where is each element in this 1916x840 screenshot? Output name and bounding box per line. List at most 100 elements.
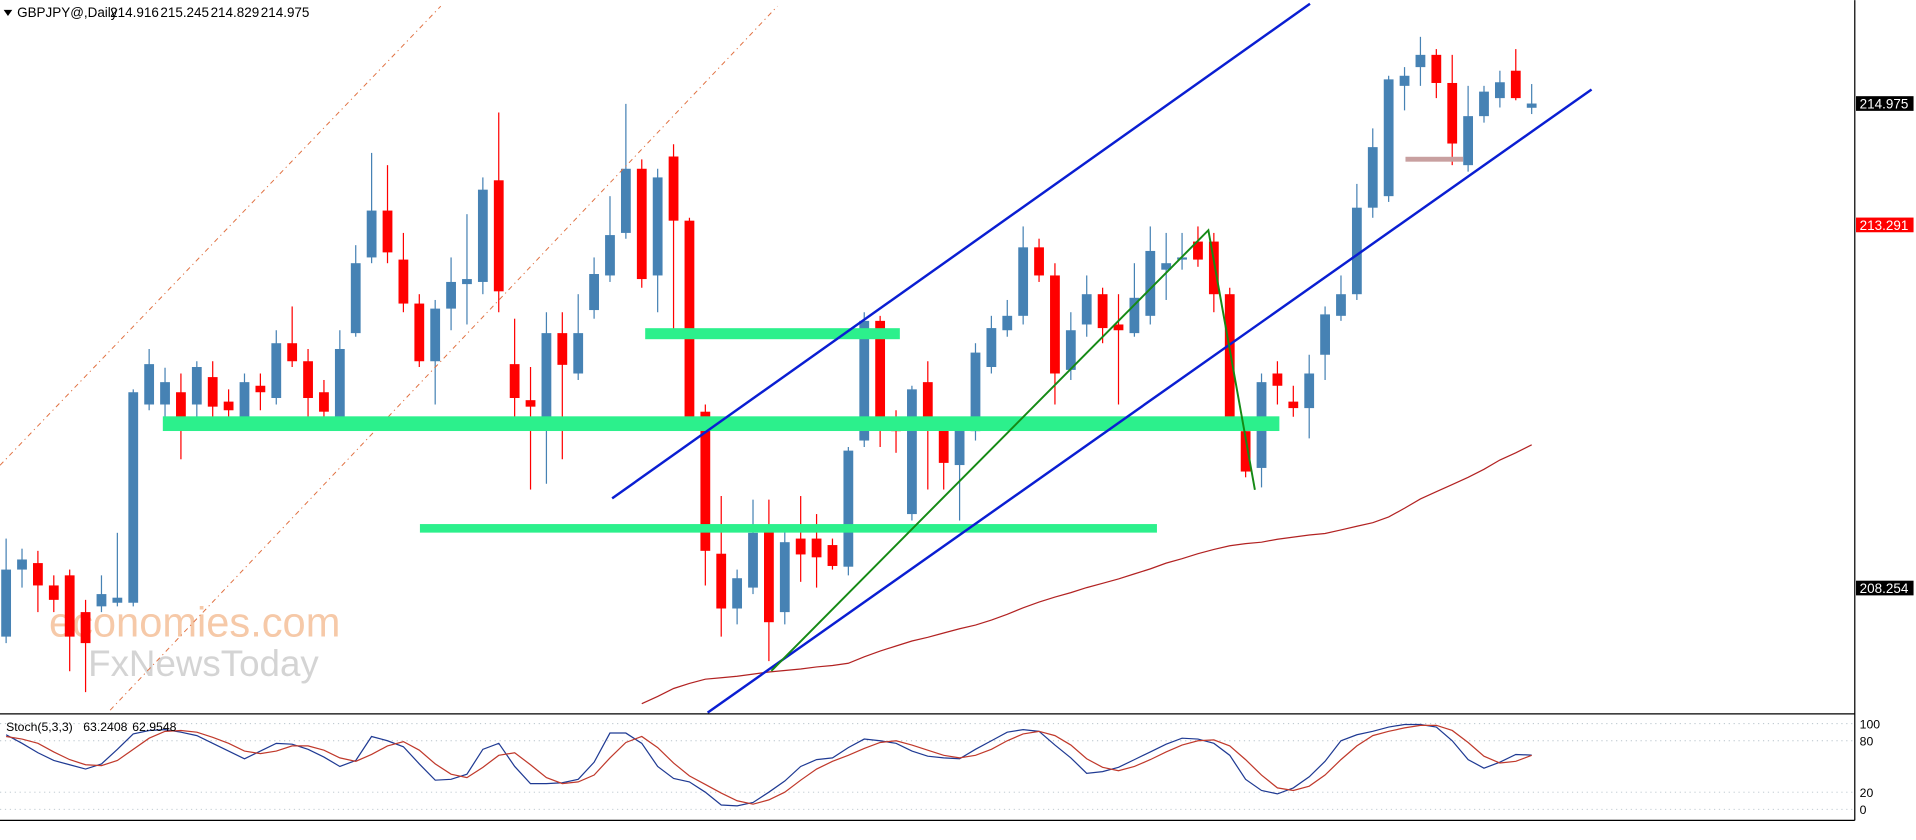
price-box xyxy=(1856,580,1914,596)
candle-body xyxy=(1002,315,1013,331)
header: GBPJPY@,Daily 214.916 215.245 214.829 21… xyxy=(3,5,310,734)
zone xyxy=(419,524,1157,533)
stoch-line xyxy=(6,724,1532,805)
candle-body xyxy=(843,450,854,567)
stoch-line xyxy=(5,723,1532,807)
candle-body xyxy=(1177,257,1187,260)
current-price-label: 214.975 xyxy=(1860,96,1909,111)
candle-body xyxy=(1145,250,1156,316)
candle-body xyxy=(303,361,313,399)
candle-body xyxy=(1240,431,1251,472)
candle-body xyxy=(620,168,631,233)
y-tick-label: 0 xyxy=(1860,803,1867,817)
candle-body xyxy=(986,328,997,368)
candle-body xyxy=(1272,373,1283,386)
candle-body xyxy=(33,563,43,586)
candle-body xyxy=(1479,91,1489,117)
ma-line xyxy=(641,444,1532,705)
candle-body xyxy=(446,281,456,309)
candle-body xyxy=(48,585,59,600)
candle-body xyxy=(1224,294,1235,417)
candle-body xyxy=(334,348,345,417)
candle-body xyxy=(1018,247,1029,316)
candle-body xyxy=(414,303,425,362)
drawings xyxy=(0,2,1593,714)
candle-body xyxy=(700,411,711,551)
y-tick-label: 100 xyxy=(1860,718,1881,732)
candle-body xyxy=(605,235,615,276)
candle-body xyxy=(1526,103,1537,108)
candle-body xyxy=(64,575,75,637)
candle-body xyxy=(1288,401,1299,409)
candle-body xyxy=(255,385,266,393)
indicator-name: Stoch(5,3,3) xyxy=(6,720,73,734)
candle-body xyxy=(350,263,361,334)
candle-body xyxy=(80,612,91,644)
candle-body xyxy=(668,156,679,221)
candle-body xyxy=(477,189,488,282)
candle-body xyxy=(859,320,870,441)
candle-body xyxy=(319,392,329,412)
symbol: GBPJPY@,Daily xyxy=(17,5,118,20)
candle-body xyxy=(907,389,917,515)
candle-body xyxy=(1113,324,1124,331)
channel-line xyxy=(611,2,1311,500)
candle-body xyxy=(1,569,12,637)
candle-body xyxy=(684,220,695,419)
candle-body xyxy=(1208,241,1219,295)
candle-body xyxy=(1081,294,1092,325)
candle-body xyxy=(1367,147,1378,208)
candle-body xyxy=(430,308,441,362)
ohlc-high: 215.245 xyxy=(160,5,209,20)
watermark-text: FxNewsToday xyxy=(88,643,319,684)
candle-body xyxy=(795,538,806,555)
price-box-label: 208.254 xyxy=(1860,581,1909,596)
ohlc-close: 214.975 xyxy=(261,5,310,20)
candle-body xyxy=(160,382,170,405)
current-price-box xyxy=(1856,96,1914,111)
zone xyxy=(1405,156,1464,162)
candle-body xyxy=(509,364,520,399)
stochastic-panel: 0 20 80 100 xyxy=(0,718,1881,817)
zone xyxy=(645,328,900,340)
candle-body xyxy=(1034,247,1044,276)
candle-body xyxy=(96,594,107,607)
candle-body xyxy=(287,343,298,362)
candle-body xyxy=(589,274,599,311)
candle-body xyxy=(493,180,504,292)
candle-body xyxy=(176,392,186,430)
wave-line xyxy=(770,228,1256,672)
indicator-value: 62.9548 xyxy=(132,720,176,734)
candle-body xyxy=(207,377,218,407)
candle-body xyxy=(1304,373,1315,409)
candle-body xyxy=(1050,275,1060,374)
candle-body xyxy=(922,382,933,417)
candle-body xyxy=(128,392,139,603)
channel-line xyxy=(706,88,1593,714)
candle-body xyxy=(1431,54,1442,83)
price-box xyxy=(1856,217,1914,233)
candle-body xyxy=(1065,330,1076,370)
candle-body xyxy=(1097,294,1108,329)
candle-body xyxy=(1399,75,1410,86)
watermark-text: economies.com xyxy=(49,599,340,646)
ohlc-open: 214.916 xyxy=(110,5,159,20)
candle-body xyxy=(1383,79,1394,197)
candle-body xyxy=(17,559,27,570)
axis xyxy=(0,0,1856,821)
candle-body xyxy=(557,333,568,365)
candle-body xyxy=(382,210,393,253)
price-lines: 213.291 208.254 214.975 xyxy=(1856,96,1914,596)
candle-body xyxy=(1129,297,1140,334)
candle-body xyxy=(748,532,758,588)
candle-body xyxy=(112,597,123,603)
candle-body xyxy=(827,545,838,566)
candle-body xyxy=(1320,314,1330,355)
menu-icon xyxy=(3,9,13,16)
candle-body xyxy=(239,382,250,417)
candle-body xyxy=(1351,207,1362,295)
candle-body xyxy=(271,343,282,399)
watermark: economies.com FxNewsToday xyxy=(49,599,340,684)
price-box-label: 213.291 xyxy=(1860,218,1909,233)
